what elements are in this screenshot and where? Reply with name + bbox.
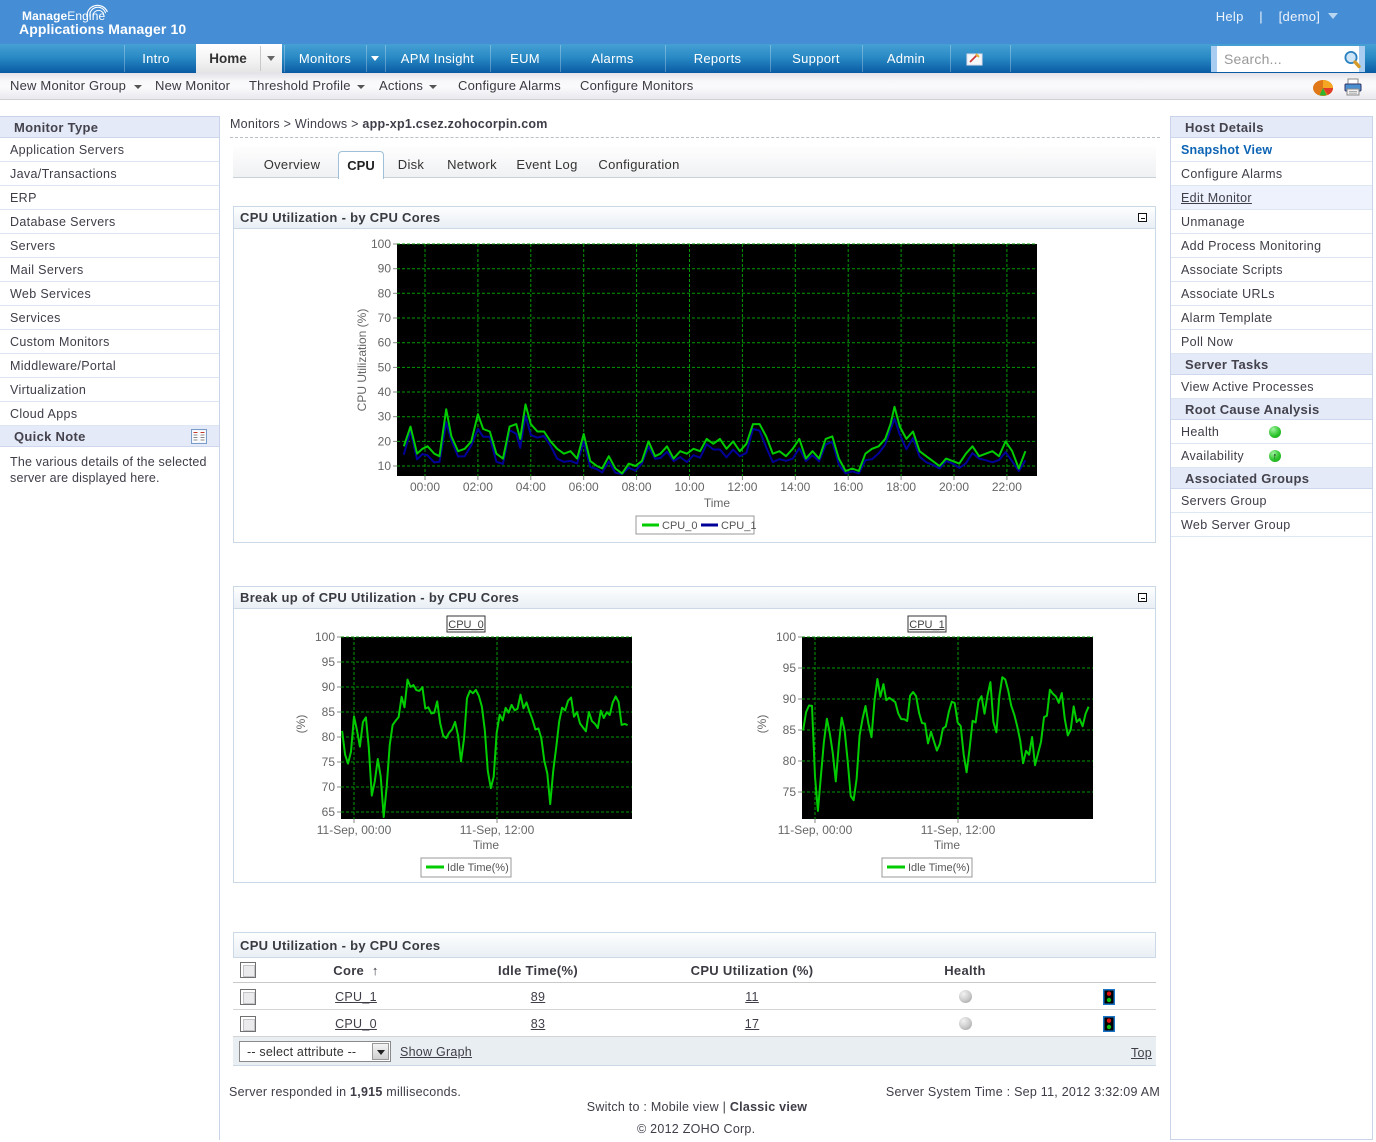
svg-text:CPU_1: CPU_1 [909,619,944,631]
svg-text:80: 80 [378,286,392,300]
svg-text:90: 90 [322,680,336,694]
svg-text:CPU_1: CPU_1 [721,520,756,532]
svg-text:100: 100 [776,630,796,644]
svg-text:Idle Time(%): Idle Time(%) [908,862,970,874]
svg-text:11-Sep, 12:00: 11-Sep, 12:00 [460,823,535,837]
svg-text:Time: Time [473,838,500,852]
svg-text:12:00: 12:00 [727,480,757,494]
svg-text:02:00: 02:00 [463,480,493,494]
svg-text:00:00: 00:00 [410,480,440,494]
svg-text:14:00: 14:00 [780,480,810,494]
svg-text:CPU Utilization (%): CPU Utilization (%) [355,309,369,412]
svg-text:(%): (%) [755,715,769,734]
svg-text:06:00: 06:00 [569,480,599,494]
svg-text:95: 95 [322,655,336,669]
svg-text:60: 60 [378,336,392,350]
svg-text:10:00: 10:00 [674,480,704,494]
svg-text:95: 95 [783,661,797,675]
svg-text:04:00: 04:00 [516,480,546,494]
svg-text:90: 90 [783,692,797,706]
svg-text:80: 80 [322,730,336,744]
svg-text:90: 90 [378,262,392,276]
svg-text:Time: Time [934,838,961,852]
svg-text:CPU_0: CPU_0 [662,520,697,532]
svg-text:16:00: 16:00 [833,480,863,494]
svg-text:Time: Time [704,496,731,510]
svg-text:40: 40 [378,385,392,399]
svg-text:100: 100 [371,237,391,251]
svg-text:CPU_0: CPU_0 [448,619,483,631]
svg-text:65: 65 [322,805,336,819]
svg-text:20:00: 20:00 [939,480,969,494]
svg-text:20: 20 [378,434,392,448]
svg-text:70: 70 [322,780,336,794]
svg-text:11-Sep, 12:00: 11-Sep, 12:00 [921,823,996,837]
svg-text:18:00: 18:00 [886,480,916,494]
svg-text:10: 10 [378,459,392,473]
svg-text:(%): (%) [294,715,308,734]
svg-text:75: 75 [783,785,797,799]
svg-text:100: 100 [315,630,335,644]
svg-text:08:00: 08:00 [622,480,652,494]
svg-text:22:00: 22:00 [992,480,1022,494]
svg-text:11-Sep, 00:00: 11-Sep, 00:00 [317,823,392,837]
svg-text:30: 30 [378,410,392,424]
svg-text:50: 50 [378,360,392,374]
svg-text:70: 70 [378,311,392,325]
svg-text:75: 75 [322,755,336,769]
svg-text:Idle Time(%): Idle Time(%) [447,862,509,874]
svg-text:11-Sep, 00:00: 11-Sep, 00:00 [778,823,853,837]
svg-text:85: 85 [322,705,336,719]
svg-text:85: 85 [783,723,797,737]
svg-text:80: 80 [783,754,797,768]
